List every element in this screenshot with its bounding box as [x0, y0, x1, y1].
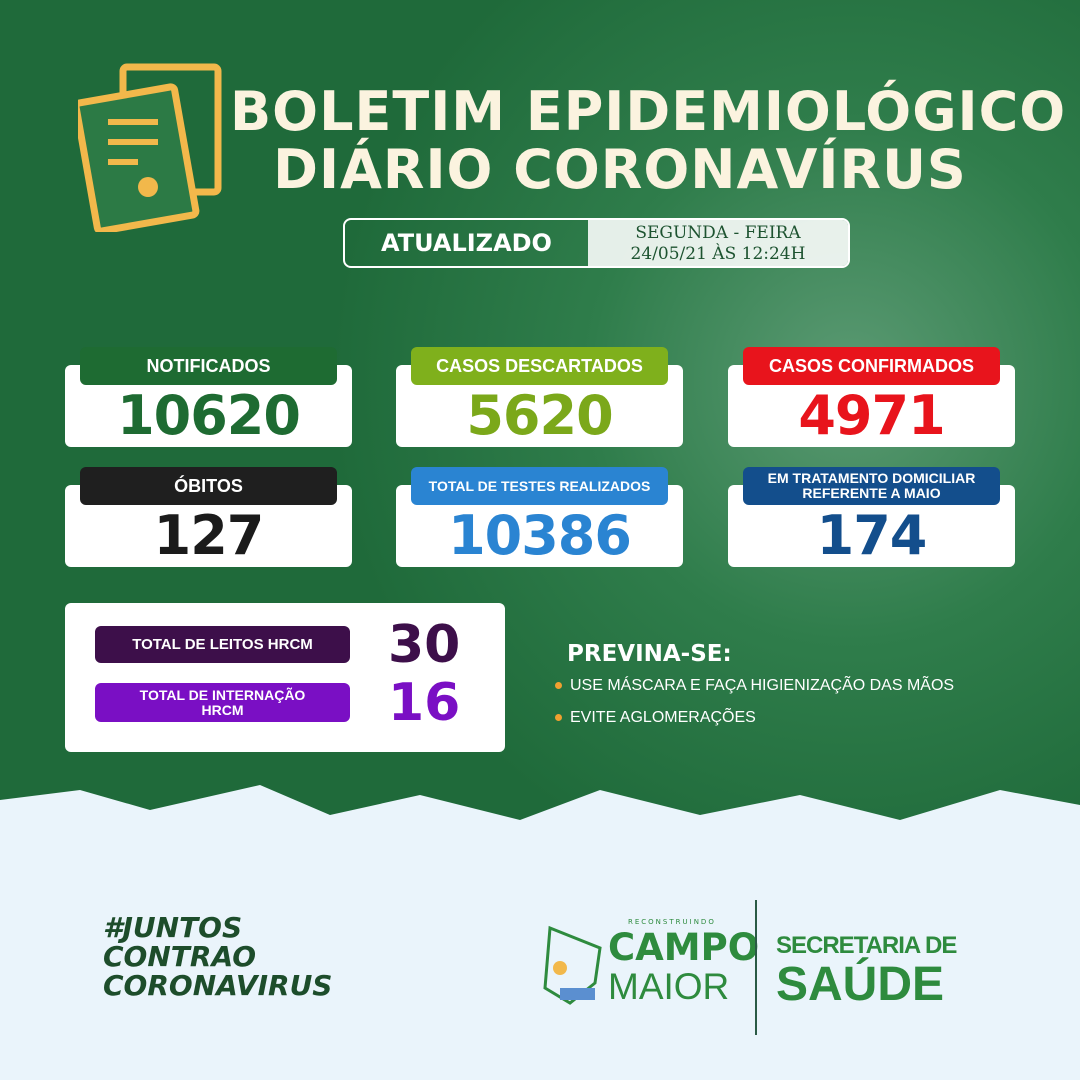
city-map-icon — [543, 925, 602, 1005]
logo-top-text: RECONSTRUINDO — [628, 918, 716, 926]
leitos-value: 30 — [388, 615, 461, 675]
datetime: 24/05/21 ÀS 12:24H — [630, 244, 806, 264]
weekday: SEGUNDA - FEIRA — [635, 223, 801, 243]
prevention-item: EVITE AGLOMERAÇÕES — [555, 708, 954, 728]
footer-background — [0, 820, 1080, 1080]
prevention-section: PREVINA-SE: USE MÁSCARA E FAÇA HIGIENIZA… — [555, 640, 954, 740]
divider — [755, 900, 757, 1035]
stat-label: TOTAL DE TESTES REALIZADOS — [411, 467, 668, 505]
internacao-label: TOTAL DE INTERNAÇÃO HRCM — [95, 683, 350, 722]
stat-label: CASOS DESCARTADOS — [411, 347, 668, 385]
leitos-label: TOTAL DE LEITOS HRCM — [95, 626, 350, 663]
internacao-value: 16 — [388, 673, 461, 733]
title-line-2: DIÁRIO CORONAVÍRUS — [273, 138, 967, 201]
stat-label: NOTIFICADOS — [80, 347, 337, 385]
stat-label: EM TRATAMENTO DOMICILIAR REFERENTE A MAI… — [743, 467, 1000, 505]
stat-value: 10386 — [448, 504, 632, 567]
hashtag-line: #JUNTOS — [103, 911, 243, 944]
stat-value: 127 — [153, 504, 265, 567]
prevention-item: USE MÁSCARA E FAÇA HIGIENIZAÇÃO DAS MÃOS — [555, 676, 954, 696]
secretaria-line-2: SAÚDE — [776, 958, 945, 1011]
bullet-icon — [555, 682, 562, 690]
bullet-icon — [555, 714, 562, 722]
stat-label: ÓBITOS — [80, 467, 337, 505]
logo-maior-text: MAIOR — [608, 966, 730, 1007]
prevention-title: PREVINA-SE: — [567, 641, 732, 667]
updated-label: ATUALIZADO — [381, 229, 552, 257]
stat-value: 5620 — [466, 384, 613, 447]
stat-value: 4971 — [798, 384, 945, 447]
stat-value: 174 — [816, 504, 928, 567]
stat-value: 10620 — [117, 384, 301, 447]
updated-box: ATUALIZADO SEGUNDA - FEIRA 24/05/21 ÀS 12… — [343, 218, 850, 268]
document-icon — [78, 63, 222, 232]
campo-maior-logo: RECONSTRUINDO CAMPO MAIOR — [540, 918, 759, 1013]
secretaria-logo: SECRETARIA DE SAÚDE — [776, 932, 957, 1011]
logo-campo-text: CAMPO — [608, 926, 760, 969]
title-line-1: BOLETIM EPIDEMIOLÓGICO — [230, 80, 1067, 143]
stat-label: CASOS CONFIRMADOS — [743, 347, 1000, 385]
secretaria-line-1: SECRETARIA DE — [776, 932, 957, 959]
hashtag: #JUNTOS CONTRAO CORONAVIRUS — [103, 913, 332, 1000]
hashtag-line: CONTRAO — [103, 940, 257, 973]
hashtag-line: CORONAVIRUS — [103, 969, 333, 1002]
